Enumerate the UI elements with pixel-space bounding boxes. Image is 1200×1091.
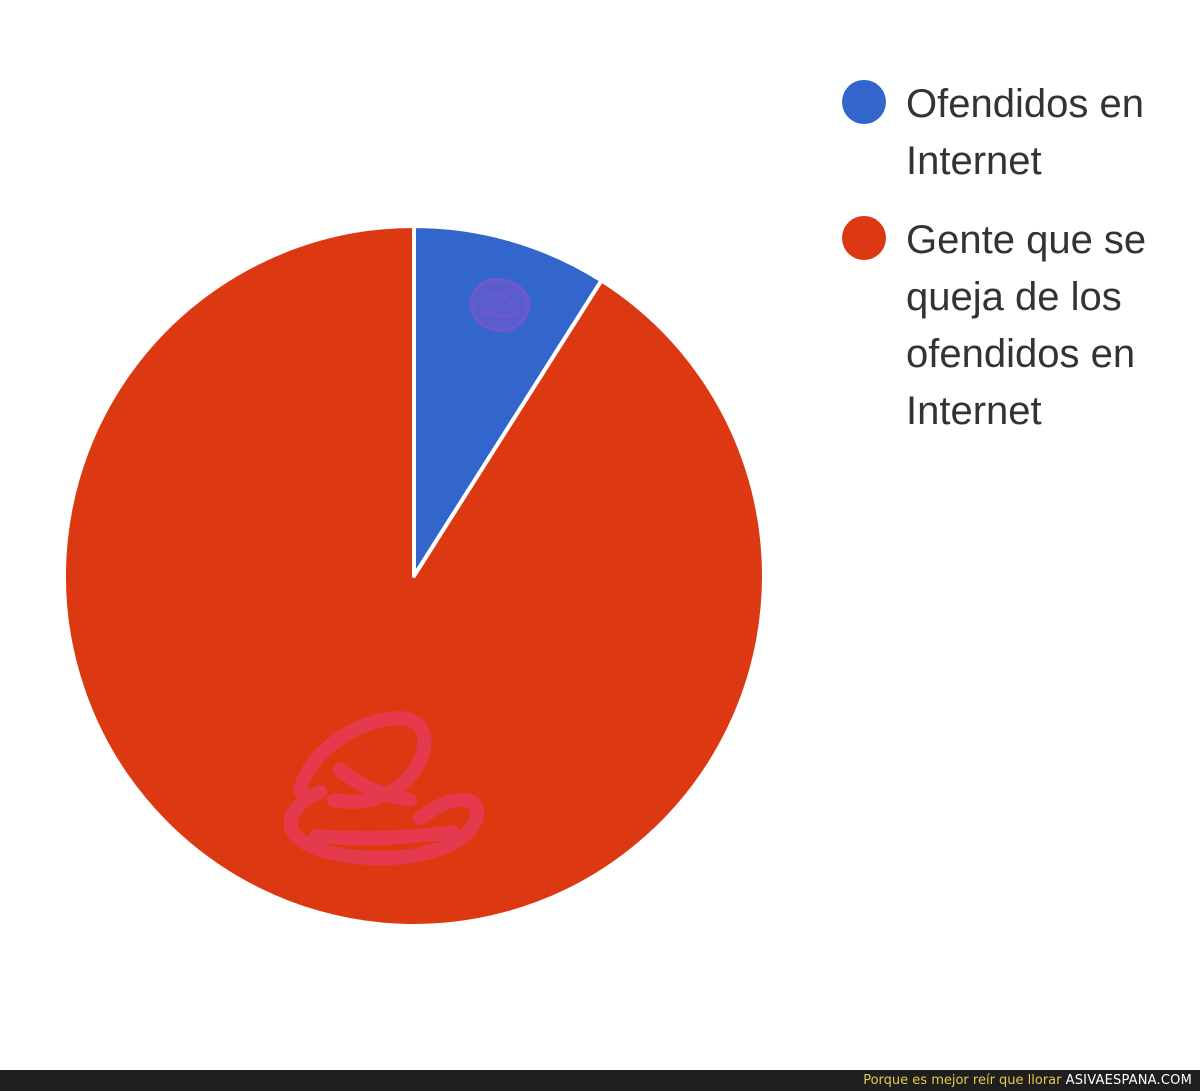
footer-tagline: Porque es mejor reír que llorar (863, 1073, 1062, 1088)
hand-drawn-marks (283, 278, 531, 866)
legend-item-ofendidos: Ofendidos en Internet (842, 76, 1192, 190)
legend-swatch-red (842, 216, 886, 260)
pie-slices (62, 224, 766, 928)
legend-label-line: Internet (906, 389, 1042, 433)
legend-label-line: ofendidos en (906, 332, 1136, 376)
pie-slice-1 (62, 224, 766, 928)
legend-swatch-blue (842, 80, 886, 124)
legend-label-line: Ofendidos en (906, 82, 1144, 126)
legend-label-line: Internet (906, 139, 1042, 183)
footer-site-link[interactable]: ASIVAESPANA.COM (1065, 1073, 1192, 1088)
red-slice-scribble (283, 711, 485, 866)
pie-slice-0 (412, 224, 604, 578)
blue-slice-scribble (469, 278, 531, 333)
chart-legend: Ofendidos en Internet Gente que se queja… (842, 76, 1192, 462)
legend-label-line: queja de los (906, 275, 1122, 319)
watermark-footer: Porque es mejor reír que llorar ASIVAESP… (0, 1070, 1200, 1091)
legend-item-gente: Gente que se queja de los ofendidos en I… (842, 212, 1192, 440)
legend-label-line: Gente que se (906, 218, 1147, 262)
